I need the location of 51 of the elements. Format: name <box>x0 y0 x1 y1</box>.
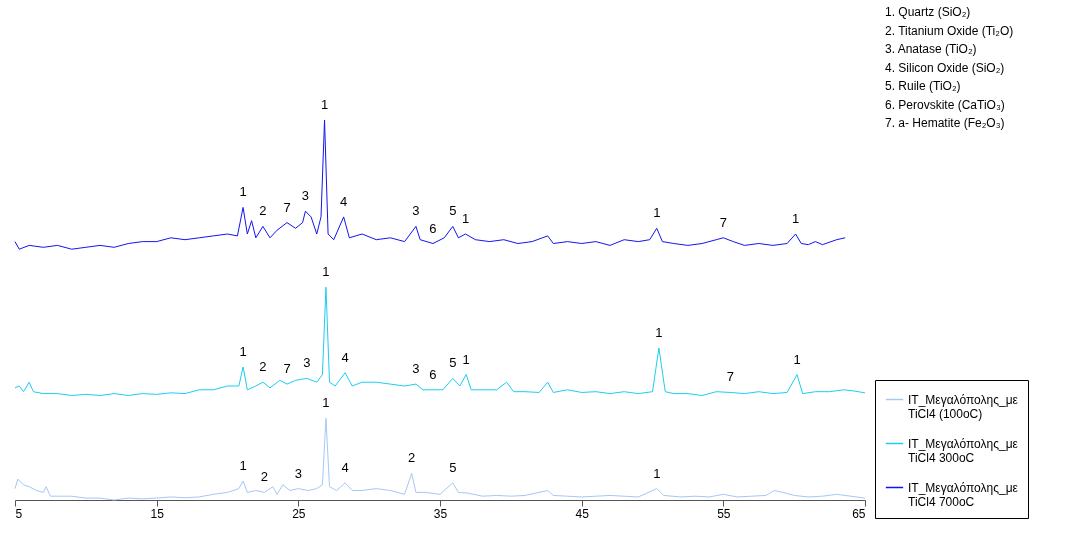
annotation: 1 <box>655 325 663 340</box>
annotation: 1 <box>461 211 470 226</box>
annotation: 7 <box>283 199 291 215</box>
annotation: 1 <box>462 351 470 367</box>
annotation: 7 <box>726 369 735 385</box>
annotation: 4 <box>340 193 348 209</box>
annotation: 2 <box>259 359 267 375</box>
annotation: 1 <box>322 264 330 280</box>
x-tick-label: 35 <box>433 506 448 521</box>
annotation: 1 <box>239 184 247 200</box>
annotation: 3 <box>412 203 420 219</box>
annotation: 7 <box>283 361 291 377</box>
annotation: 5 <box>449 355 457 371</box>
x-tick-label: 45 <box>575 506 590 521</box>
x-tick-label: 55 <box>717 506 731 521</box>
annotation: 5 <box>449 203 457 219</box>
x-tick-label: 25 <box>292 506 306 521</box>
annotation: 3 <box>294 465 302 481</box>
annotation: 1 <box>791 211 800 226</box>
x-tick-label: 5 <box>15 506 23 521</box>
text: 4. Silicon Oxide (SiO₂) <box>885 60 1005 75</box>
text: 3. Anatase (TiO₂) <box>885 42 977 56</box>
legend-label: IT_Μεγαλόπολης_με TiCl4 (100oC) <box>908 392 1019 421</box>
annotation: 6 <box>429 220 437 236</box>
annotation: 2 <box>259 203 267 219</box>
x-tick-label: 15 <box>150 506 165 521</box>
annotation: 1 <box>239 344 247 359</box>
annotation: 1 <box>653 205 661 221</box>
text: 6. Perovskite (CaTiO₃) <box>885 97 1005 112</box>
annotation: 4 <box>341 459 349 475</box>
annotation: 1 <box>322 395 330 411</box>
annotation: 6 <box>429 366 437 382</box>
annotation: 5 <box>449 459 457 475</box>
annotation: 2 <box>408 450 416 466</box>
annotation: 1 <box>239 458 247 473</box>
annotation: 1 <box>793 351 801 367</box>
text: 1. Quartz (SiO₂) <box>885 5 971 19</box>
legend-label: IT_Μεγαλόπολης_με TiCl4 700oC <box>908 480 1019 509</box>
annotation: 4 <box>341 349 349 365</box>
legend-label: IT_Μεγαλόπολης_με TiCl4 300oC <box>908 436 1019 465</box>
x-tick-label: 65 <box>852 506 866 521</box>
text: 7. a- Hematite (Fe₂O₃) <box>885 116 1005 130</box>
annotation: 3 <box>303 355 311 371</box>
annotation: 1 <box>320 97 329 112</box>
text: 2. Titanium Oxide (Ti₂O) <box>885 23 1014 38</box>
annotation: 1 <box>653 465 661 481</box>
annotation: 3 <box>412 361 420 377</box>
annotation: 3 <box>301 188 310 204</box>
annotation: 7 <box>719 214 727 230</box>
annotation: 2 <box>260 469 268 485</box>
text: 5. Ruile (TiO₂) <box>885 79 961 93</box>
